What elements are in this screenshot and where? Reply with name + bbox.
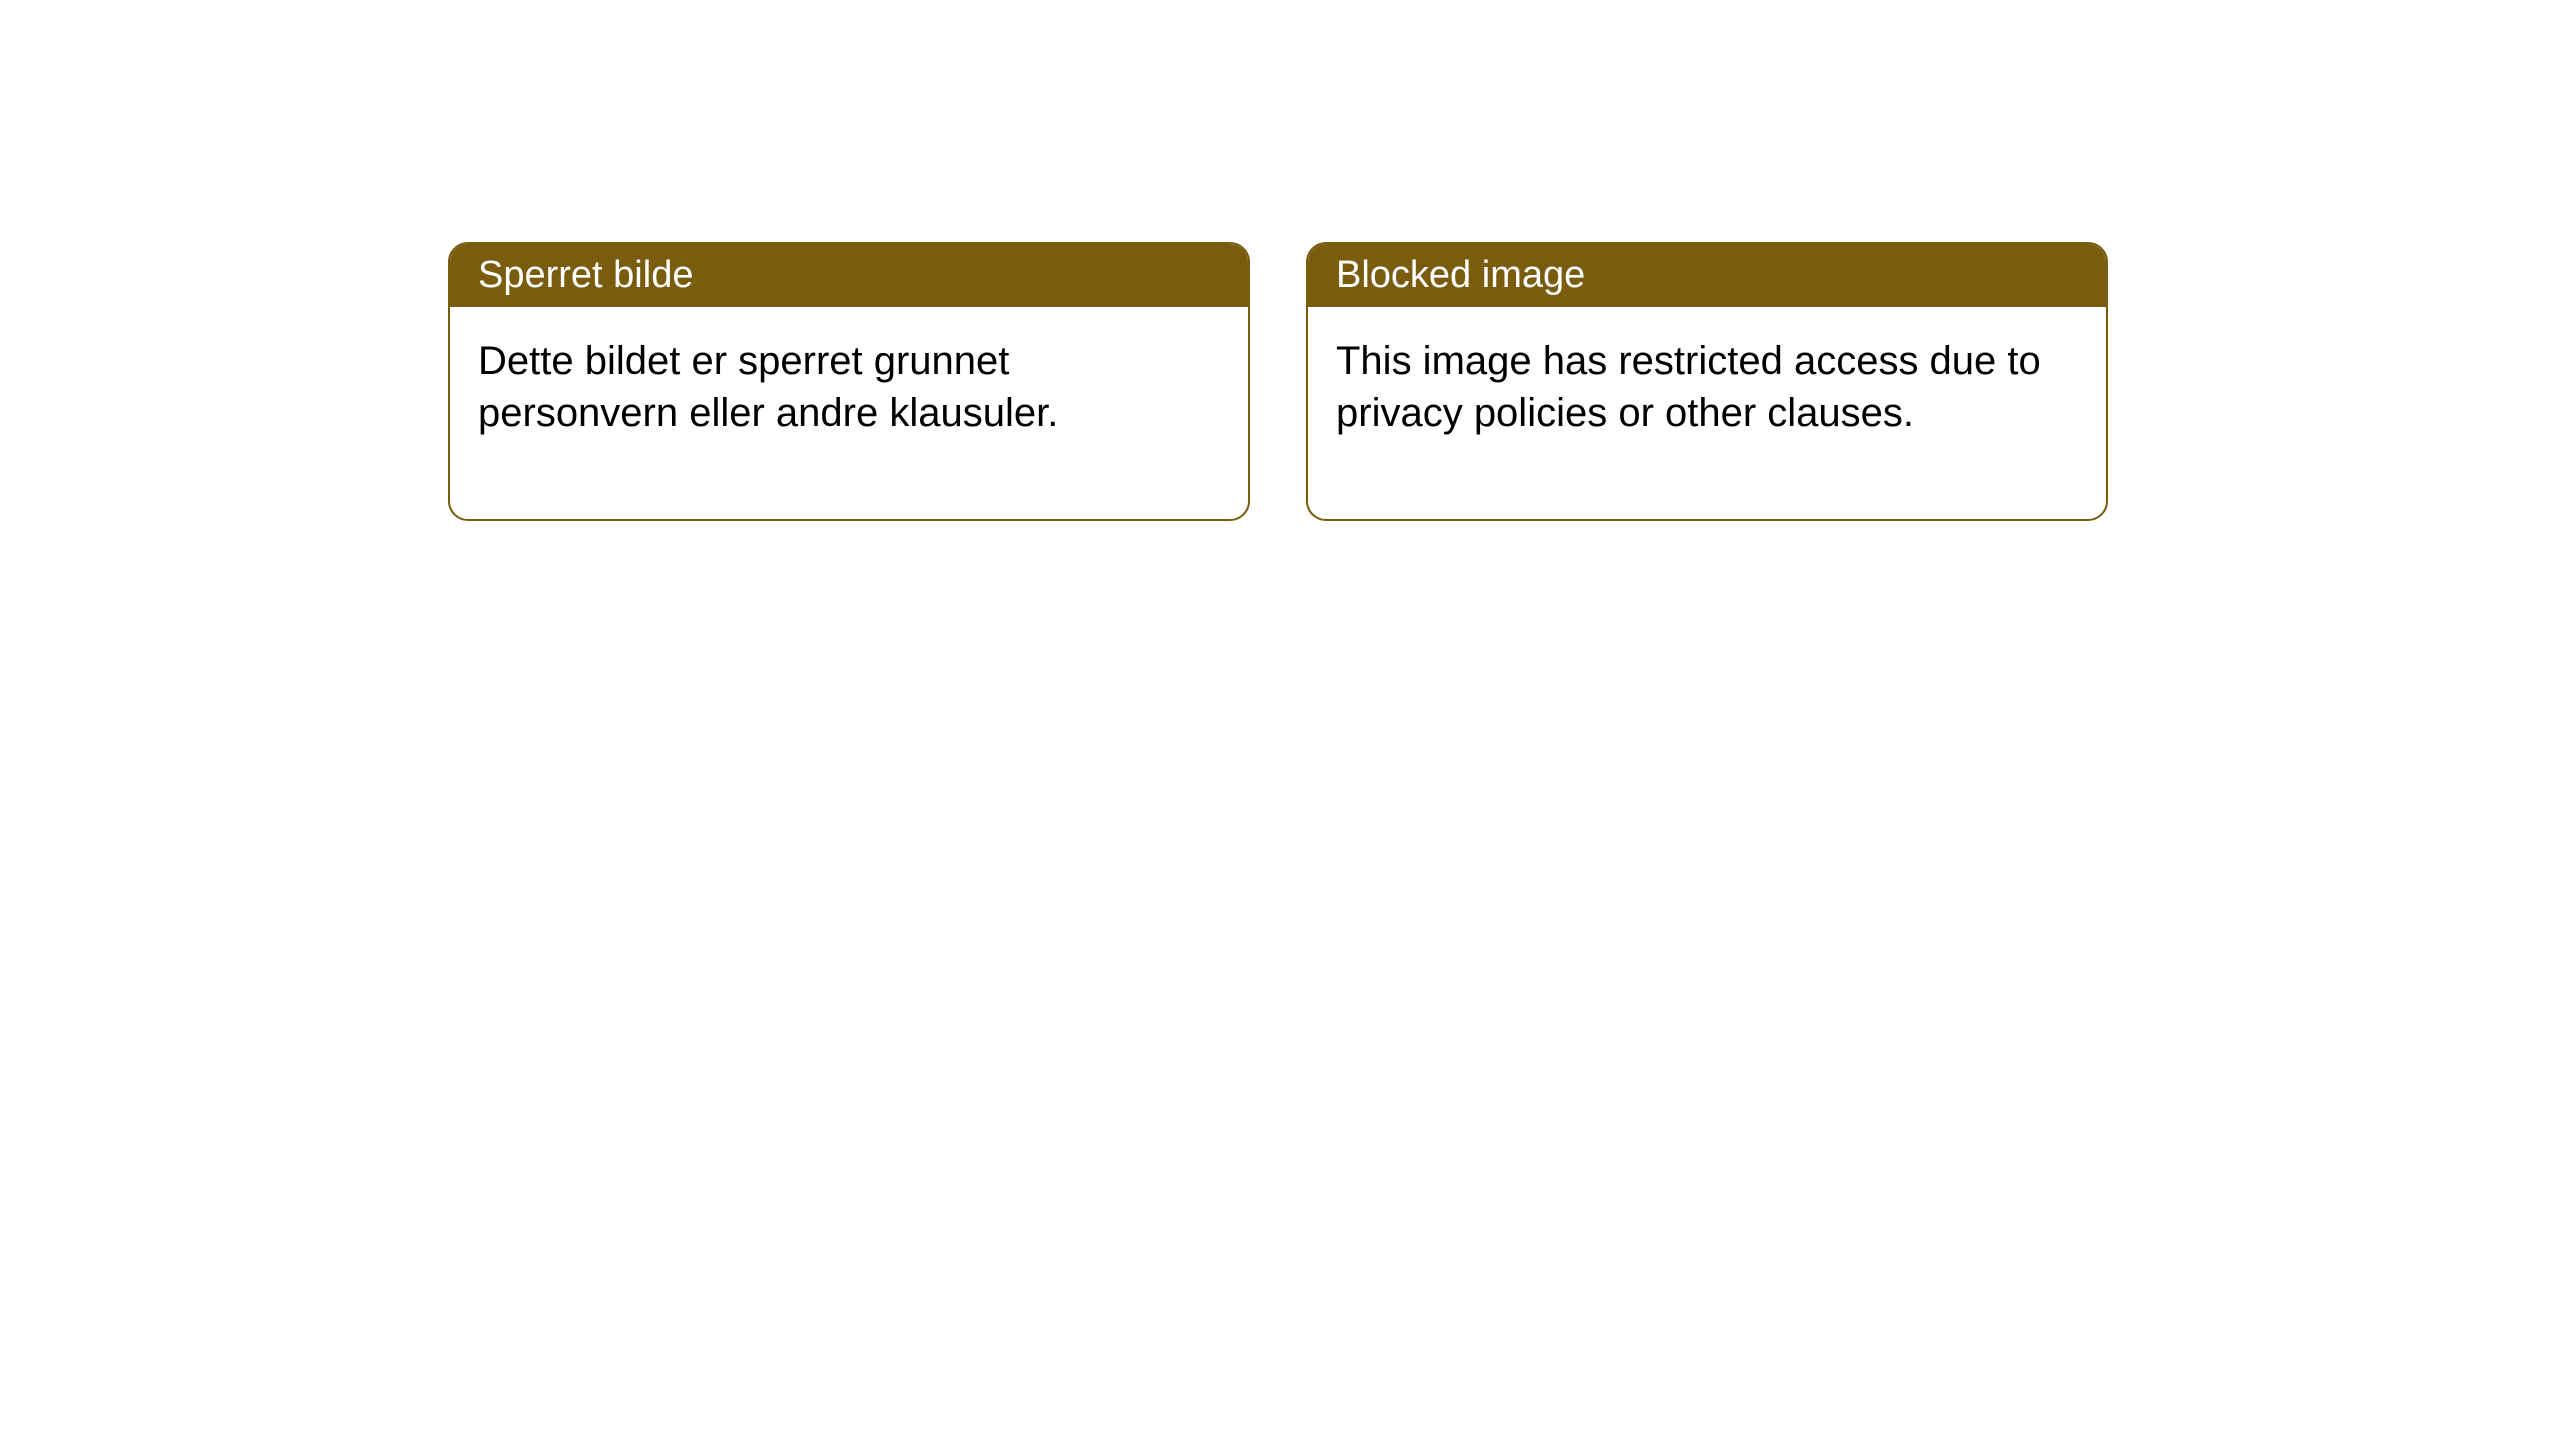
notice-header: Blocked image bbox=[1308, 244, 2106, 307]
notice-body-text: This image has restricted access due to … bbox=[1336, 339, 2041, 435]
notice-container: Sperret bilde Dette bildet er sperret gr… bbox=[0, 0, 2560, 521]
notice-header: Sperret bilde bbox=[450, 244, 1248, 307]
notice-title: Sperret bilde bbox=[478, 254, 693, 296]
notice-title: Blocked image bbox=[1336, 254, 1585, 296]
notice-body-text: Dette bildet er sperret grunnet personve… bbox=[478, 339, 1058, 435]
notice-body: Dette bildet er sperret grunnet personve… bbox=[450, 307, 1248, 519]
notice-card-norwegian: Sperret bilde Dette bildet er sperret gr… bbox=[448, 242, 1250, 521]
notice-card-english: Blocked image This image has restricted … bbox=[1306, 242, 2108, 521]
notice-body: This image has restricted access due to … bbox=[1308, 307, 2106, 519]
